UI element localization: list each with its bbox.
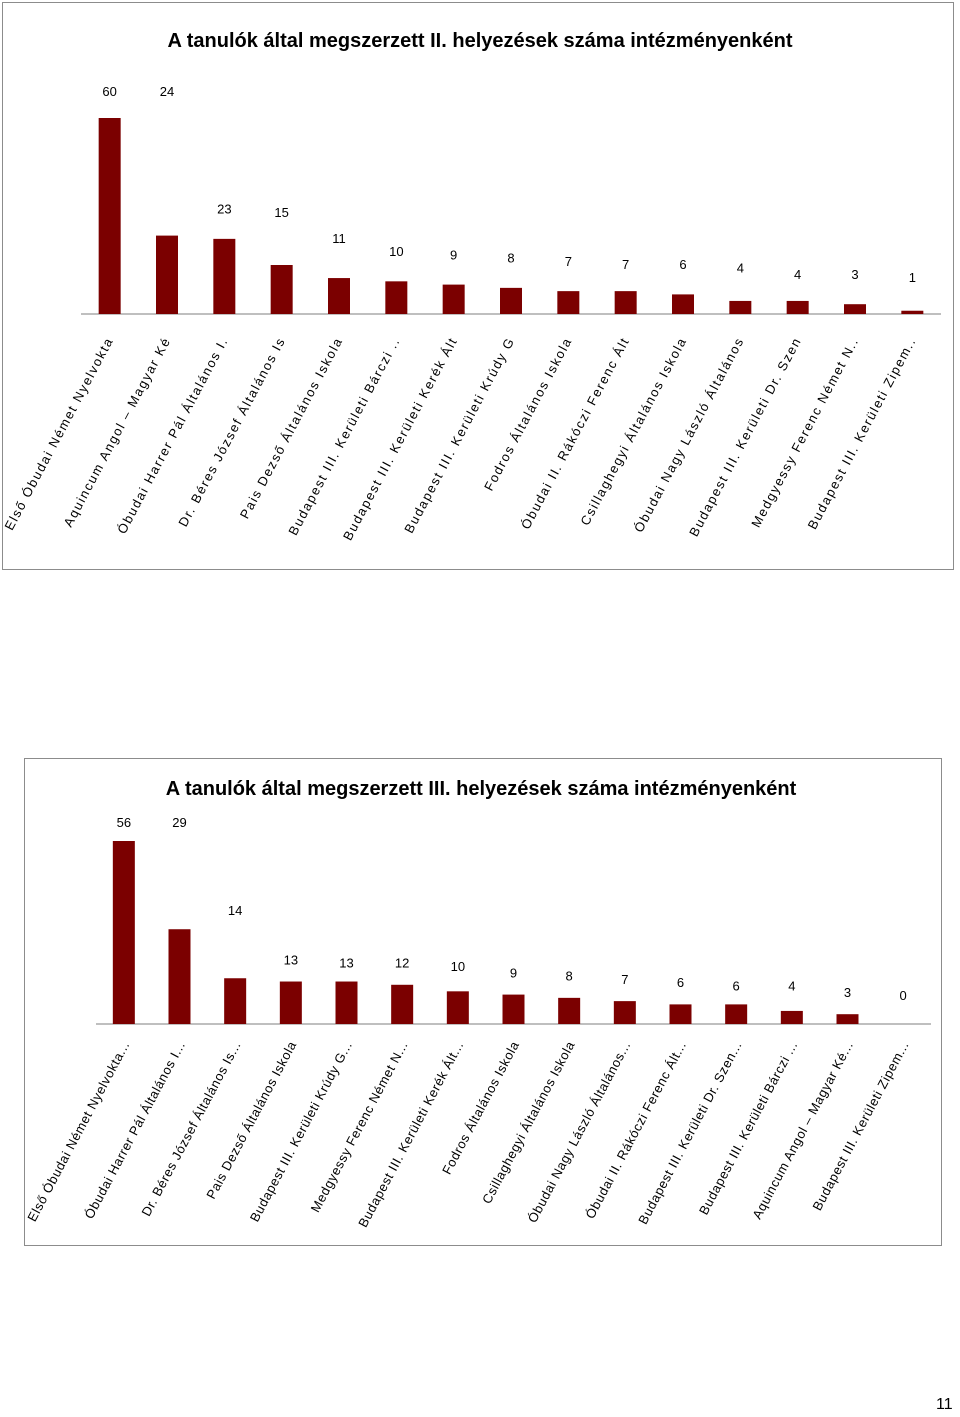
bar xyxy=(335,981,358,1024)
category-label: Első Óbudai Német Nyelvokta xyxy=(1,334,116,532)
category-label: Budapest III. Kerületi Kerék Ált xyxy=(340,334,460,543)
bar xyxy=(613,1001,636,1024)
data-label: 13 xyxy=(339,956,353,971)
category-label: Óbudai Harrer Pál Általános I... xyxy=(81,1038,188,1221)
bar xyxy=(442,284,465,314)
category-label: Óbudai Nagy László Általános xyxy=(631,334,747,534)
data-label: 6 xyxy=(677,975,684,990)
bar xyxy=(224,978,247,1024)
data-label: 14 xyxy=(228,903,242,918)
data-label: 56 xyxy=(117,815,131,830)
bar xyxy=(558,997,581,1024)
bar xyxy=(669,1004,692,1024)
bar xyxy=(502,994,525,1024)
chart-title: A tanulók által megszerzett II. helyezés… xyxy=(167,30,792,52)
chart-1: A tanulók által megszerzett II. helyezés… xyxy=(1,30,941,543)
data-label: 10 xyxy=(451,959,465,974)
bar xyxy=(786,300,809,314)
bar xyxy=(844,304,866,314)
data-label: 15 xyxy=(274,205,288,220)
category-label: Óbudai II. Rákóczi Ferenc Ált xyxy=(518,334,632,531)
data-label: 0 xyxy=(900,988,907,1003)
bar xyxy=(557,291,580,314)
category-label: Óbudai II. Rákóczi Ferenc Ált... xyxy=(582,1038,689,1221)
data-label: 8 xyxy=(566,969,573,984)
bar xyxy=(156,235,178,314)
bar xyxy=(279,981,302,1024)
data-label: 3 xyxy=(844,985,851,1000)
data-label: 1 xyxy=(909,270,916,285)
category-label: Dr. Béres József Általános Is xyxy=(175,334,288,529)
bar xyxy=(780,1010,803,1024)
data-label: 11 xyxy=(332,231,346,246)
data-label: 9 xyxy=(450,247,457,262)
data-label: 8 xyxy=(507,251,514,266)
data-label: 7 xyxy=(565,254,572,269)
data-label: 9 xyxy=(510,965,517,980)
category-label: Csillaghegyi Általános Iskola xyxy=(479,1038,578,1206)
data-label: 4 xyxy=(737,260,744,275)
bar xyxy=(385,281,408,314)
data-label: 60 xyxy=(102,84,116,99)
data-label: 6 xyxy=(733,978,740,993)
bar xyxy=(168,929,191,1024)
bar xyxy=(213,238,236,314)
bar xyxy=(328,278,350,314)
category-label: Budapest III. Kerületi Bárczi .. xyxy=(285,334,403,537)
data-label: 24 xyxy=(160,84,174,99)
data-label: 4 xyxy=(788,978,795,993)
chart-title: A tanulók által megszerzett III. helyezé… xyxy=(166,778,797,800)
category-label: Medgyessy Ferenc Német N... xyxy=(308,1038,411,1214)
bar xyxy=(901,310,924,314)
bar xyxy=(391,984,414,1024)
bar xyxy=(725,1004,748,1024)
category-label: Csillaghegyi Általános Iskola xyxy=(577,334,689,527)
bar xyxy=(98,118,121,314)
category-label: Dr. Béres József Általános Is... xyxy=(138,1038,243,1218)
category-label: Első Óbudai Német Nyelvokta... xyxy=(24,1038,132,1224)
bar xyxy=(614,291,637,314)
category-label: Budapest III. Kerületi Dr. Szen xyxy=(686,334,804,539)
category-label: Aquincum Angol – Magyar Ké xyxy=(60,334,173,529)
data-label: 3 xyxy=(851,267,858,282)
category-label: Budapest III. Kerületi Bárczi ... xyxy=(696,1038,801,1217)
chart-2: A tanulók által megszerzett III. helyezé… xyxy=(24,778,931,1230)
category-label: Budapest III. Kerületi Krúdy G... xyxy=(247,1038,355,1224)
bar xyxy=(270,265,293,314)
data-label: 13 xyxy=(284,952,298,967)
data-label: 4 xyxy=(794,267,801,282)
category-label: Medgyessy Ferenc Német N.. xyxy=(748,334,861,530)
category-label: Óbudai Harrer Pál Általános I. xyxy=(114,334,231,536)
category-label: Budapest III. Kerületi Zipem.. xyxy=(805,334,919,531)
data-label: 23 xyxy=(217,202,231,217)
bar xyxy=(729,300,752,314)
chart-panel-2: A tanulók által megszerzett III. helyezé… xyxy=(24,758,942,1246)
category-label: Budapest III. Kerületi Zipem... xyxy=(809,1038,911,1213)
data-label: 7 xyxy=(622,257,629,272)
data-label: 29 xyxy=(172,815,186,830)
bar xyxy=(446,991,469,1024)
data-label: 10 xyxy=(389,244,403,259)
category-label: Pais Dezső Általános Iskola xyxy=(237,334,346,521)
category-label: Aquincum Angol – Magyar Ké... xyxy=(749,1038,856,1221)
bar xyxy=(836,1014,859,1024)
category-label: Budapest III. Kerületi Krúdy G xyxy=(401,334,518,535)
bar xyxy=(672,294,694,314)
bar xyxy=(500,287,522,314)
page-number: 11 xyxy=(936,1396,953,1413)
category-label: Budapest III. Kerületi Kerék Ált... xyxy=(355,1038,466,1229)
data-label: 7 xyxy=(621,972,628,987)
category-label: Budapest III. Kerületi Dr. Szen... xyxy=(635,1038,745,1226)
data-label: 12 xyxy=(395,956,409,971)
bar xyxy=(112,841,135,1024)
category-label: Óbudai Nagy László Általános... xyxy=(525,1038,634,1225)
data-label: 6 xyxy=(679,257,686,272)
chart-panel-1: A tanulók által megszerzett II. helyezés… xyxy=(1,2,954,570)
